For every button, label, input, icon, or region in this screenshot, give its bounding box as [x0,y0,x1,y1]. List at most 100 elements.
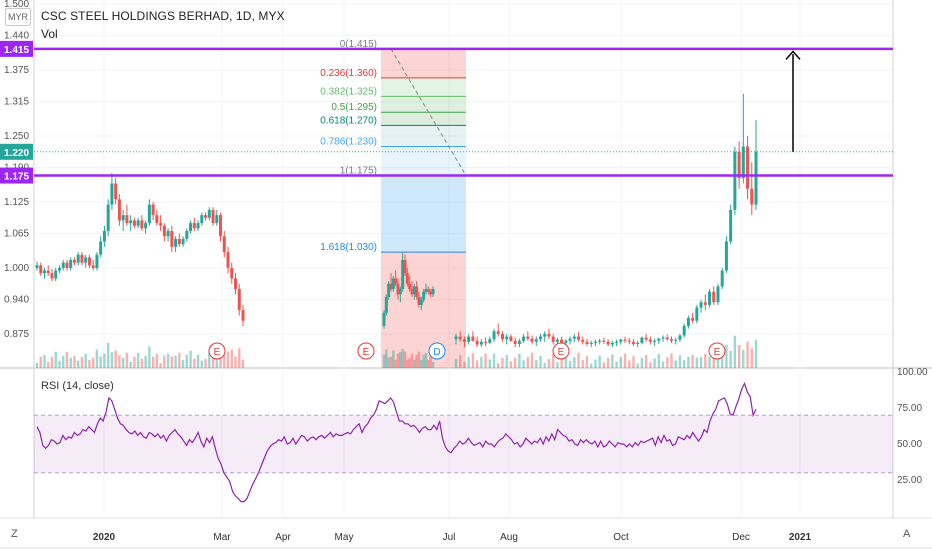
volume-bar [568,361,572,368]
candle-body [222,236,226,253]
time-tick-label: Apr [275,532,291,543]
candle-body [488,339,492,343]
fib-level-label: 0.236(1.360) [320,68,377,79]
candle-body [226,252,230,268]
candle-body [462,339,466,342]
candle-body [530,338,534,342]
volume-bar [644,355,648,368]
candle-body [733,151,737,210]
candle-body [543,333,547,337]
candle-body [106,204,110,231]
volume-bar [65,351,69,368]
volume-bar [394,359,397,368]
volume-bar [174,355,177,368]
currency-badge[interactable]: MYR [5,8,31,26]
volume-bar [636,363,639,368]
event-marker[interactable]: E [357,342,375,360]
candle-body [640,337,644,343]
rsi-tick-label: 25.00 [897,475,922,486]
volume-bar [459,354,462,368]
candle-body [121,215,125,221]
volume-bar [632,356,635,368]
volume-bar [746,341,749,368]
candle-body [547,333,551,337]
candle-body [699,302,703,308]
candle-body [412,286,416,295]
event-marker-circle [357,342,375,360]
volume-bar [653,358,656,368]
candle-body [42,270,46,274]
volume-bar [509,361,513,368]
volume-bar [590,363,593,368]
level-price-tag [0,167,33,184]
volume-bar [577,352,580,368]
candle-body [517,340,521,344]
fib-zone [381,77,466,97]
event-marker[interactable]: D [428,342,446,360]
event-marker[interactable]: E [208,342,226,360]
price-tick-label: 0.940 [4,295,29,306]
volume-bar [699,356,703,368]
candle-body [522,336,526,341]
volume-bar [140,358,144,368]
candle-body [95,254,99,268]
volume-bar [682,360,686,368]
candle-body [155,215,159,224]
candle-body [76,254,80,263]
volume-bar [640,357,644,368]
candle-body [91,265,95,268]
candle-body [170,230,174,247]
volume-bar [211,357,215,368]
volume-bar [505,354,508,368]
event-marker-label: D [433,347,440,358]
event-marker[interactable]: E [552,342,570,360]
candle-body [99,241,103,255]
volume-bar [513,357,517,368]
fib-level-label: 0.5(1.295) [331,102,377,113]
volume-bar [193,358,196,368]
candle-body [479,341,483,345]
last-price-label: 1.220 [4,148,29,159]
volume-bar [54,351,57,368]
event-marker-label: E [214,347,221,358]
volume-bar [159,362,162,368]
plot-background [34,0,893,550]
volume-bar [695,357,699,368]
volume-bar [415,354,418,368]
event-marker-circle [708,342,726,360]
volume-bar [581,360,584,368]
zoom-toggle-button[interactable]: Z [11,528,18,540]
fib-level-label: 0.786(1.230) [320,137,377,148]
candle-body [189,223,193,231]
volume-bar [431,361,435,368]
volume-bar [155,353,159,368]
volume-bar [401,348,404,368]
volume-bar [488,359,492,368]
volume-bar [678,355,682,368]
candle-body [568,338,572,341]
rsi-tick-label: 50.00 [897,439,922,450]
fib-zone [381,112,466,126]
candle-body [125,215,129,224]
time-tick-label: Aug [500,532,518,543]
volume-bar [492,353,496,368]
candle-body [627,340,631,342]
volume-bar [471,353,475,368]
fib-level-label: 0(1.415) [340,39,377,50]
volume-bar [429,355,432,368]
auto-scale-button[interactable]: A [903,528,911,540]
candle-body [144,223,148,229]
candle-body [429,291,433,295]
volume-bar [114,350,117,368]
price-tick-label: 1.125 [4,197,29,208]
candle-body [387,283,391,297]
event-marker[interactable]: E [708,342,726,360]
volume-bar [408,357,411,368]
volume-bar [80,356,84,368]
candle-body [401,260,405,290]
candle-body [500,333,504,340]
candle-body [682,325,686,336]
time-tick-label: Mar [213,532,231,543]
